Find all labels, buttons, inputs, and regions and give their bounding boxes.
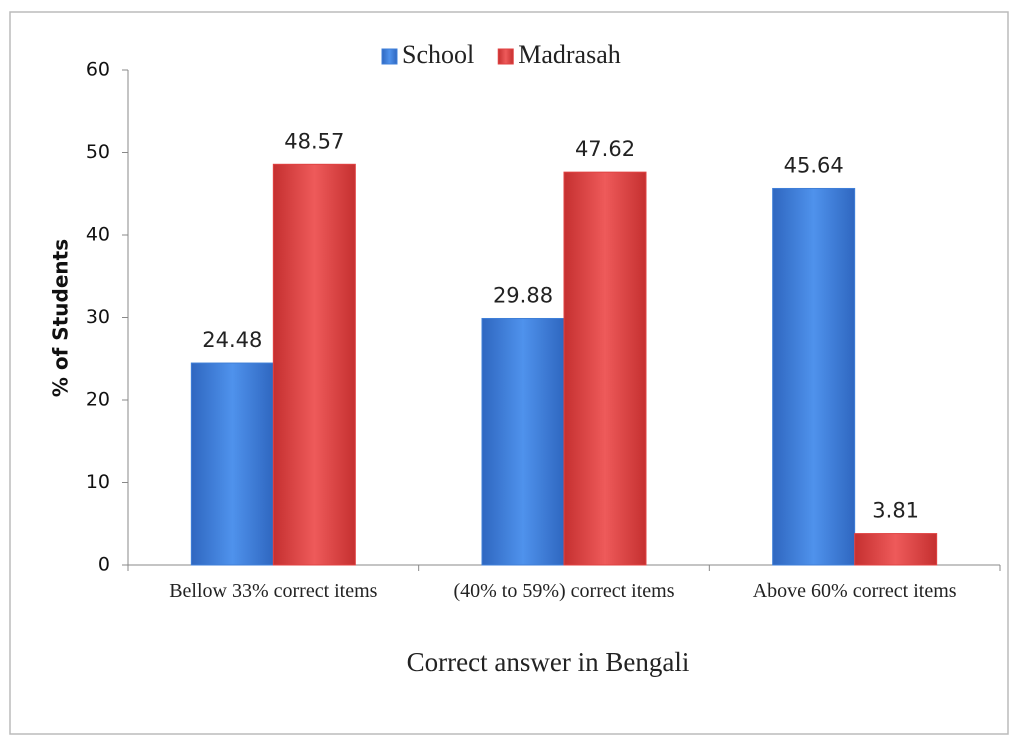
legend-swatch (381, 48, 398, 65)
x-tick-label: Above 60% correct items (752, 580, 957, 602)
data-label: 29.88 (493, 283, 553, 307)
y-tick-label: 0 (98, 554, 110, 576)
data-label: 3.81 (872, 499, 919, 523)
data-label: 24.48 (202, 328, 262, 352)
y-tick-label: 50 (86, 141, 110, 163)
data-label: 48.57 (284, 129, 344, 153)
data-label: 47.62 (575, 137, 635, 161)
bar (481, 317, 565, 566)
bar (563, 171, 647, 566)
y-tick-label: 40 (86, 224, 110, 246)
bar (190, 362, 274, 566)
legend-label: Madrasah (518, 40, 621, 69)
bar (272, 163, 356, 566)
x-axis-label: Correct answer in Bengali (407, 647, 690, 677)
y-tick-label: 30 (86, 306, 110, 328)
legend-label: School (402, 40, 474, 69)
y-tick-label: 10 (86, 471, 110, 493)
y-tick-label: 60 (86, 59, 110, 81)
bar (854, 533, 938, 566)
data-label: 45.64 (784, 153, 844, 177)
x-tick-label: Bellow 33% correct items (169, 580, 378, 602)
x-tick-label: (40% to 59%) correct items (453, 580, 675, 602)
frame (9, 11, 1009, 735)
legend-swatch (497, 48, 514, 65)
bar (772, 187, 856, 566)
y-tick-label: 20 (86, 389, 110, 411)
y-axis-label: % of Students (49, 239, 73, 397)
